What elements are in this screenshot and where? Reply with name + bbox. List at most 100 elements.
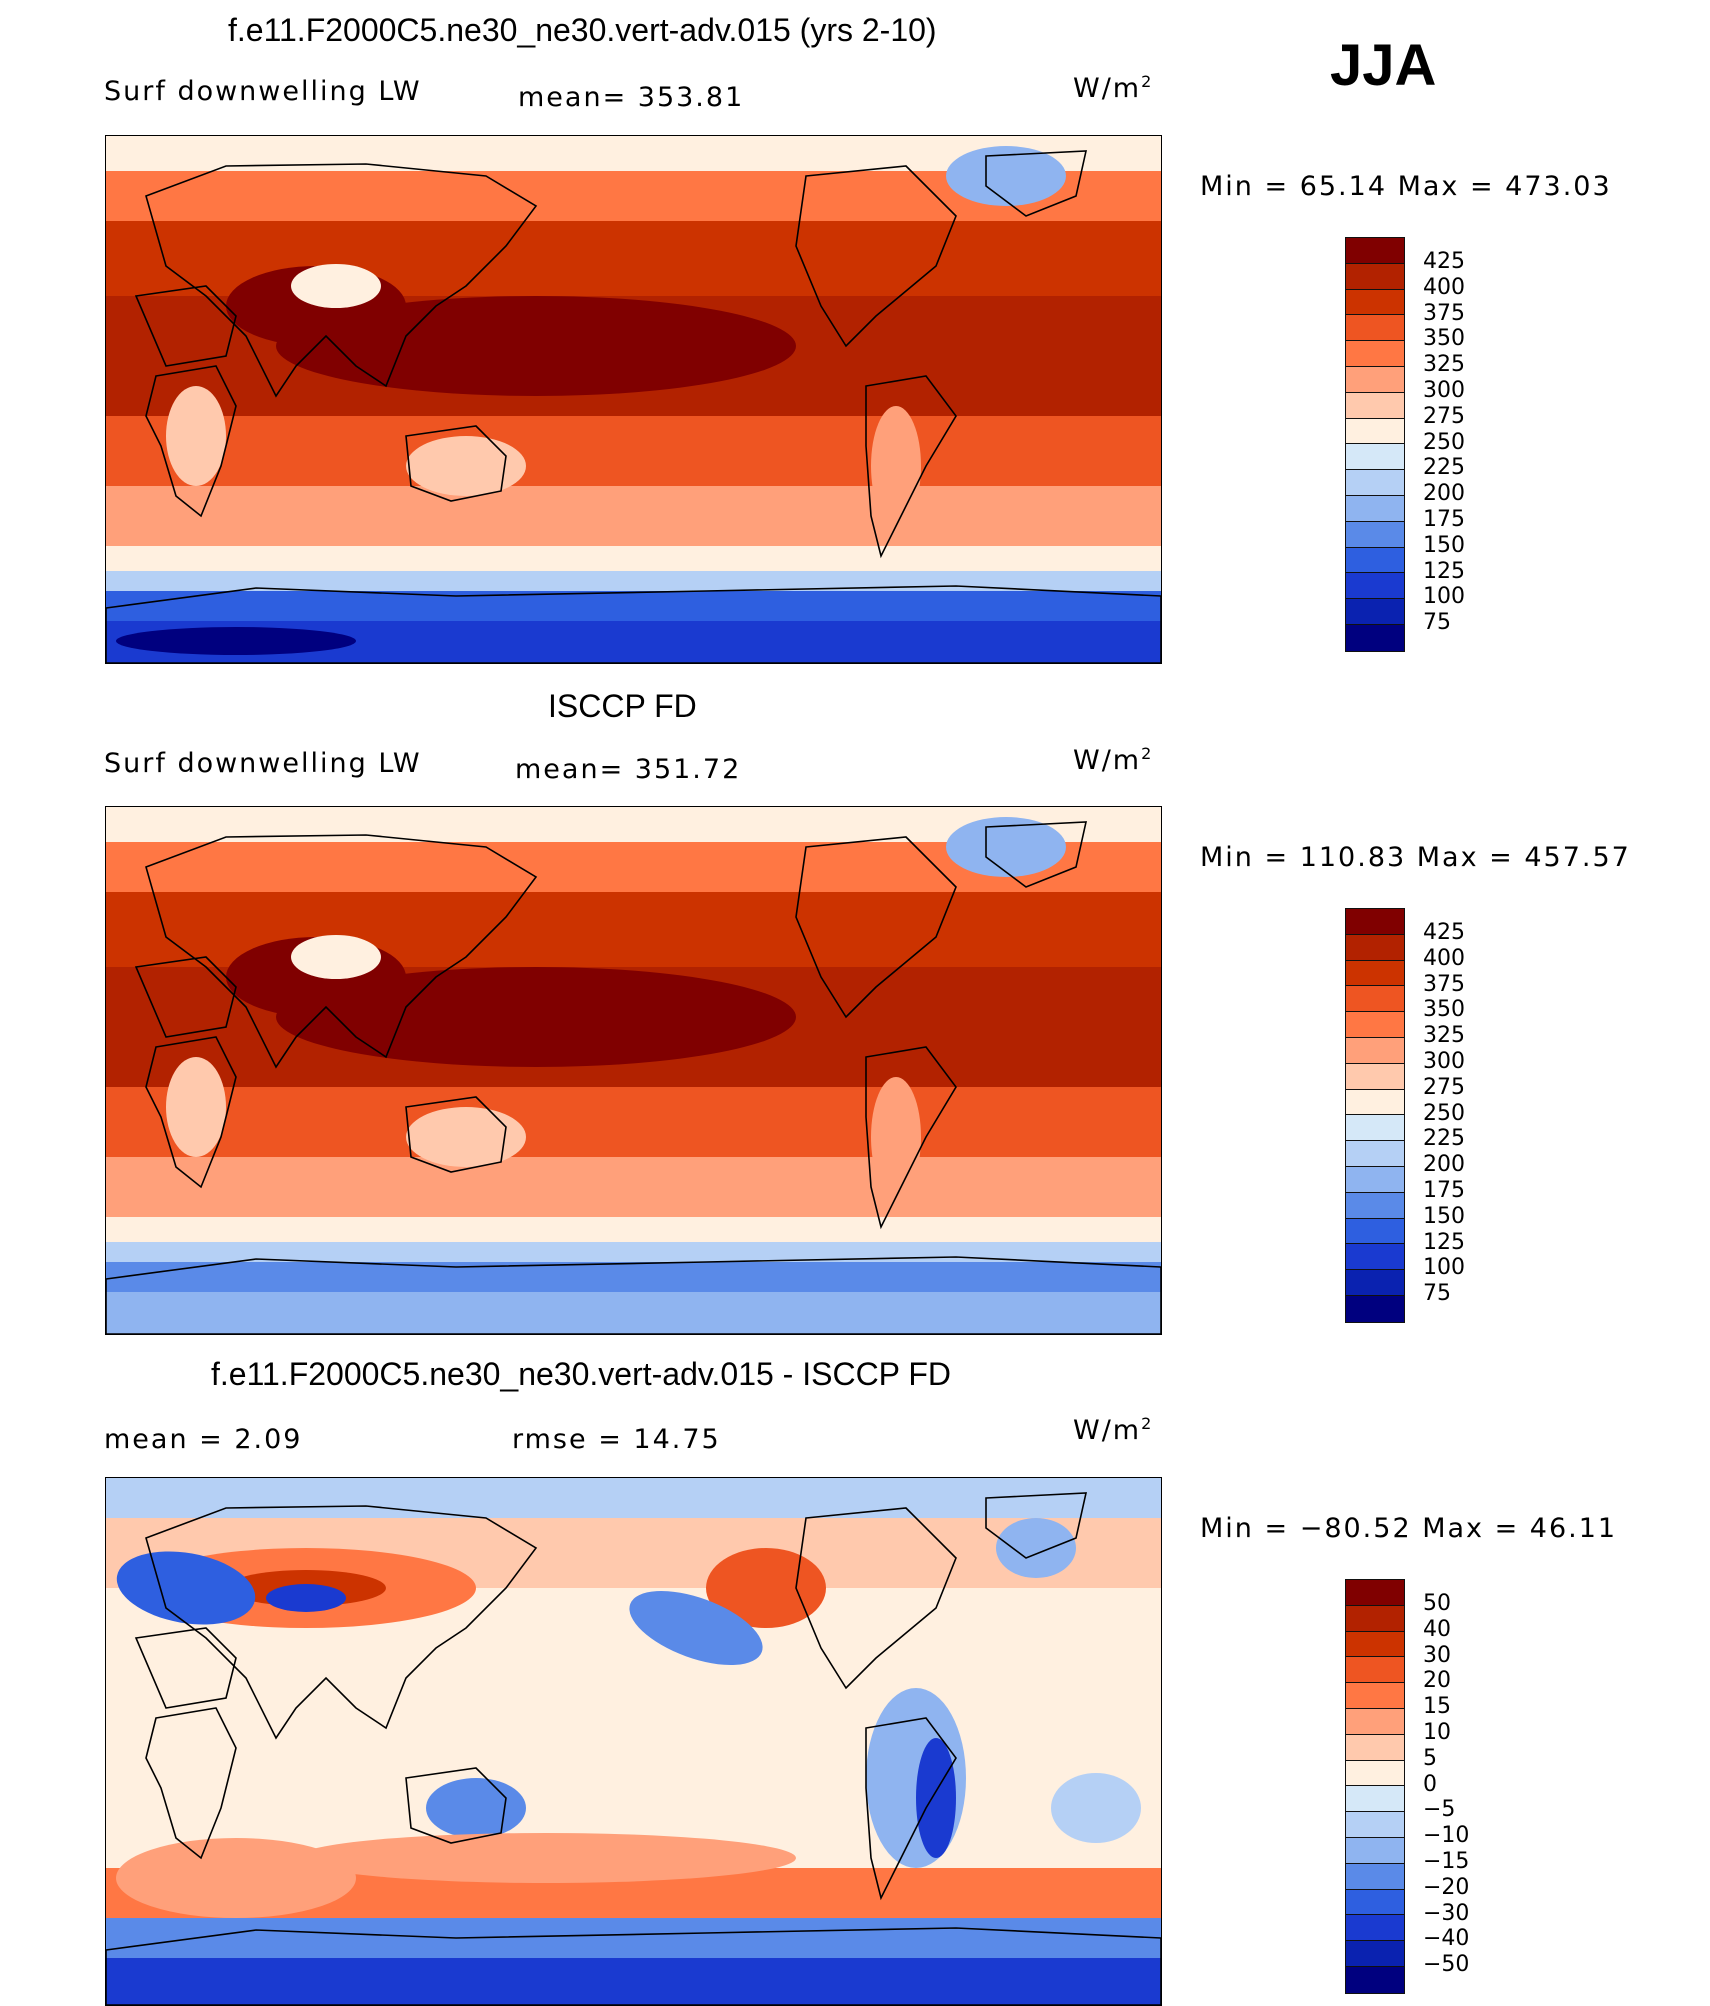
coastline	[145, 1505, 538, 1740]
colorbar-swatch	[1346, 1760, 1404, 1787]
colorbar-swatch	[1346, 1192, 1404, 1219]
minmax-label: Min = 65.14 Max = 473.03	[1200, 171, 1612, 202]
colorbar-tick-label: 150	[1423, 532, 1465, 558]
colorbar-swatch	[1346, 1605, 1404, 1632]
units-label: W/m2	[1073, 72, 1154, 104]
colorbar-swatch	[1346, 547, 1404, 574]
mean-label: mean= 353.81	[518, 82, 745, 113]
colorbar-swatch	[1346, 986, 1404, 1013]
colorbar-tick-label: −40	[1423, 1926, 1470, 1952]
colorbar-swatch	[1346, 1063, 1404, 1090]
map-field	[106, 136, 1161, 663]
colorbar-swatches	[1345, 1579, 1405, 1994]
colorbar-tick-label: −10	[1423, 1823, 1470, 1849]
colorbar-swatch	[1346, 315, 1404, 342]
colorbar-swatch	[1346, 1889, 1404, 1916]
colorbar-tick-label: 425	[1423, 249, 1465, 274]
panel-title: f.e11.F2000C5.ne30_ne30.vert-adv.015 - I…	[211, 1356, 951, 1392]
colorbar-tick-label: 250	[1423, 1100, 1465, 1126]
colorbar-tick-label: 400	[1423, 274, 1465, 300]
colorbar-swatch	[1346, 1218, 1404, 1245]
colorbar-swatch	[1346, 1244, 1404, 1271]
coastline	[795, 1507, 957, 1690]
colorbar-swatch	[1346, 1966, 1404, 1993]
map-field	[106, 807, 1161, 1334]
coastline	[865, 1717, 957, 1901]
colorbar-tick-label: −5	[1423, 1797, 1456, 1823]
colorbar-tick-label: 225	[1423, 1126, 1465, 1152]
colorbar-tick-label: 200	[1423, 481, 1465, 507]
colorbar-swatch	[1346, 1631, 1404, 1658]
coastline	[985, 150, 1088, 217]
colorbar-tick-label: 150	[1423, 1203, 1465, 1229]
mean-label: mean = 2.09	[104, 1424, 303, 1455]
colorbar-tick-label: 5	[1423, 1745, 1437, 1771]
colorbar-model: 425 400 375 350 325 300 275 250 225 200 175 150 125 1…	[1345, 237, 1465, 652]
colorbar-tick-label: 375	[1423, 971, 1465, 997]
colorbar-tick-label: 15	[1423, 1694, 1451, 1720]
colorbar-tick-label: 75	[1423, 1281, 1451, 1307]
colorbar-swatch	[1346, 934, 1404, 961]
colorbar-swatch	[1346, 1580, 1404, 1606]
variable-label: Surf downwelling LW	[104, 76, 422, 107]
colorbar-swatch	[1346, 624, 1404, 651]
colorbar-tick-label: 325	[1423, 1023, 1465, 1049]
map-obs	[105, 806, 1162, 1335]
colorbar-swatch	[1346, 573, 1404, 600]
colorbar-tick-label: 40	[1423, 1616, 1451, 1642]
coastline	[145, 1707, 237, 1860]
coastline	[865, 375, 957, 559]
coastline	[106, 1927, 1161, 2005]
coastline	[985, 1492, 1088, 1559]
map-model	[105, 135, 1162, 664]
colorbar-swatch	[1346, 1657, 1404, 1684]
coastline	[405, 1767, 507, 1844]
colorbar-swatch	[1346, 444, 1404, 471]
colorbar-tick-label: −50	[1423, 1952, 1470, 1978]
colorbar-tick-label: 225	[1423, 455, 1465, 481]
colorbar-tick-label: 10	[1423, 1720, 1451, 1745]
colorbar-diff: 50 40 30 20 15 10 5 0 −5 −10 −15 −20 −30 −40 −50	[1345, 1579, 1469, 1994]
colorbar-tick-label: 300	[1423, 378, 1465, 403]
colorbar-swatch	[1346, 1270, 1404, 1296]
colorbar-swatch	[1346, 599, 1404, 625]
coastline	[145, 1036, 237, 1189]
colorbar-swatch	[1346, 1941, 1404, 1967]
colorbar-tick-label: 275	[1423, 403, 1465, 429]
colorbar-obs: 425 400 375 350 325 300 275 250 225 200 175 150 125 1…	[1345, 908, 1465, 1323]
colorbar-swatch	[1346, 1037, 1404, 1064]
colorbar-tick-label: 275	[1423, 1074, 1465, 1100]
colorbar-tick-label: 350	[1423, 326, 1465, 352]
map-diff	[105, 1477, 1162, 2006]
colorbar-tick-label: 175	[1423, 1178, 1465, 1203]
coastline	[134, 956, 237, 1038]
colorbar-swatch	[1346, 1295, 1404, 1322]
colorbar-swatch	[1346, 1837, 1404, 1864]
colorbar-tick-label: 350	[1423, 997, 1465, 1023]
colorbar-swatch	[1346, 1683, 1404, 1709]
coastline	[795, 836, 957, 1019]
colorbar-tick-label: 100	[1423, 1255, 1465, 1281]
colorbar-swatch	[1346, 1786, 1404, 1813]
colorbar-swatch	[1346, 392, 1404, 419]
colorbar-swatch	[1346, 1915, 1404, 1942]
colorbar-tick-label: 425	[1423, 920, 1465, 945]
colorbar-swatches	[1345, 237, 1405, 652]
coastline	[405, 1096, 507, 1173]
colorbar-tick-label: 325	[1423, 352, 1465, 378]
rmse-label: rmse = 14.75	[512, 1424, 721, 1455]
colorbar-swatch	[1346, 495, 1404, 522]
coastline	[134, 285, 237, 367]
coastline	[134, 1627, 237, 1709]
colorbar-tick-label: 400	[1423, 945, 1465, 971]
colorbar-swatch	[1346, 418, 1404, 445]
colorbar-swatch	[1346, 521, 1404, 548]
colorbar-swatch	[1346, 1812, 1404, 1838]
minmax-label: Min = 110.83 Max = 457.57	[1200, 842, 1631, 873]
colorbar-swatch	[1346, 909, 1404, 935]
coastline	[145, 163, 538, 398]
colorbar-swatch	[1346, 1141, 1404, 1167]
colorbar-tick-label: 125	[1423, 1229, 1465, 1255]
variable-label: Surf downwelling LW	[104, 748, 422, 779]
colorbar-tick-label: 200	[1423, 1152, 1465, 1178]
